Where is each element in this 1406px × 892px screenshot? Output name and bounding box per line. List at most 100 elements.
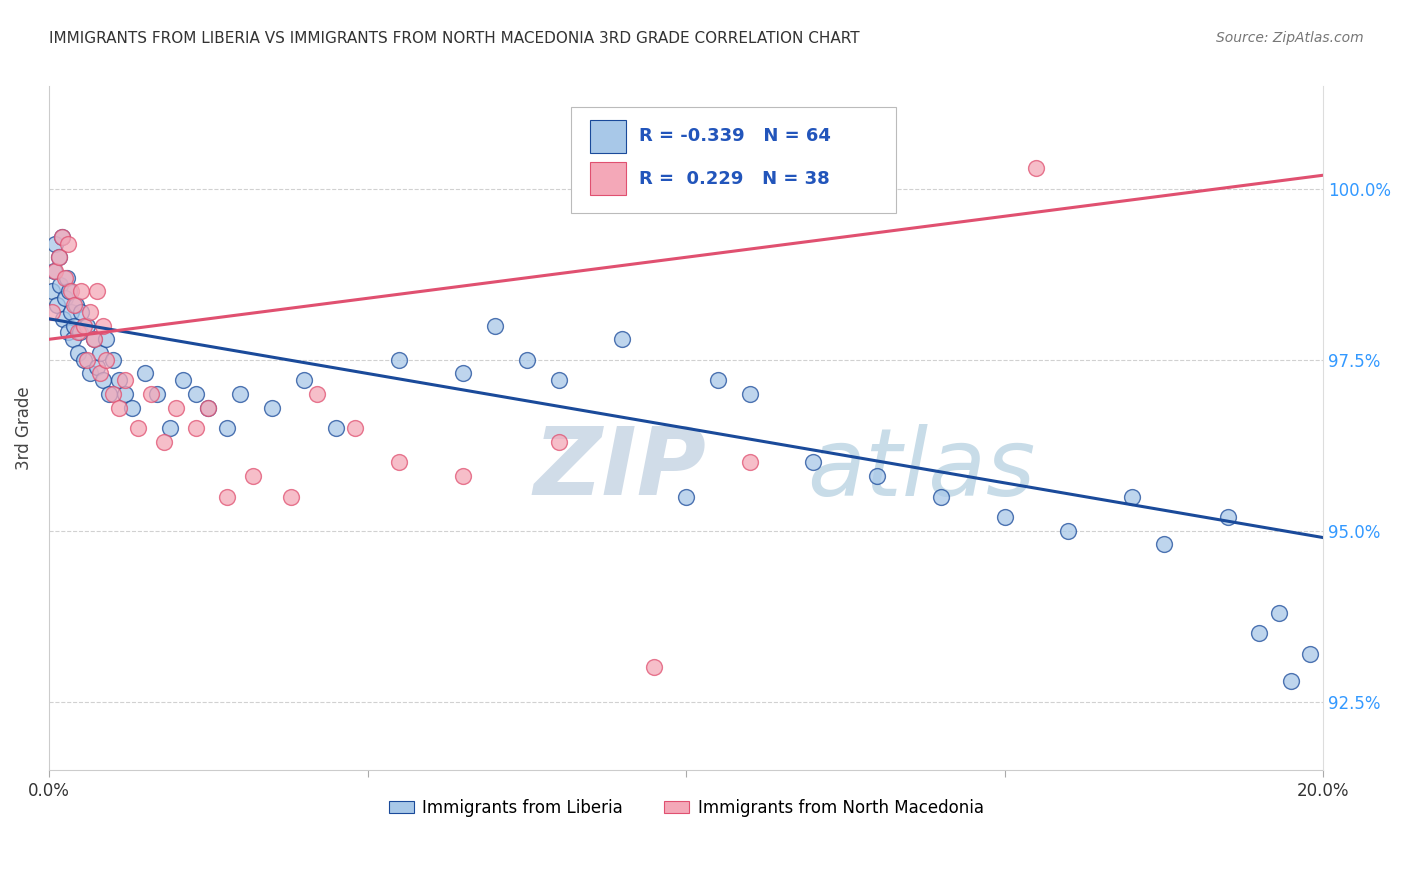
Point <box>451 469 474 483</box>
Text: R = -0.339   N = 64: R = -0.339 N = 64 <box>638 128 831 145</box>
Point <box>63 318 86 333</box>
Point <box>325 421 347 435</box>
Point <box>152 434 174 449</box>
Point <box>184 387 207 401</box>
Point <box>675 490 697 504</box>
Point <box>1299 647 1322 661</box>
Point <box>58 285 80 299</box>
Point <box>1153 537 1175 551</box>
Point <box>643 660 665 674</box>
Point <box>1057 524 1080 538</box>
Point <box>292 373 315 387</box>
Point <box>738 387 761 401</box>
Point <box>139 387 162 401</box>
Point <box>547 434 569 449</box>
Point <box>44 236 66 251</box>
Point <box>612 332 634 346</box>
Point <box>127 421 149 435</box>
Point <box>73 318 96 333</box>
Bar <box>591 120 626 153</box>
Point <box>76 352 98 367</box>
Point <box>48 250 70 264</box>
Point <box>101 352 124 367</box>
Point <box>53 291 76 305</box>
Point <box>738 455 761 469</box>
Point <box>484 318 506 333</box>
Point <box>866 469 889 483</box>
Point <box>76 318 98 333</box>
Point <box>51 229 73 244</box>
Point <box>707 373 730 387</box>
Point <box>52 311 75 326</box>
Text: IMMIGRANTS FROM LIBERIA VS IMMIGRANTS FROM NORTH MACEDONIA 3RD GRADE CORRELATION: IMMIGRANTS FROM LIBERIA VS IMMIGRANTS FR… <box>49 31 860 46</box>
Point <box>1216 510 1239 524</box>
Point <box>217 421 239 435</box>
Point <box>79 367 101 381</box>
Point <box>1025 161 1047 176</box>
Point <box>1267 606 1289 620</box>
Point <box>42 264 65 278</box>
Point <box>69 285 91 299</box>
Point <box>114 387 136 401</box>
Text: R =  0.229   N = 38: R = 0.229 N = 38 <box>638 169 830 187</box>
Point <box>69 326 91 340</box>
Point <box>60 285 83 299</box>
Point <box>41 305 63 319</box>
Point <box>51 229 73 244</box>
Text: Source: ZipAtlas.com: Source: ZipAtlas.com <box>1216 31 1364 45</box>
Point <box>172 373 194 387</box>
Point <box>197 401 219 415</box>
Point <box>66 326 89 340</box>
Point <box>305 387 328 401</box>
Point <box>114 373 136 387</box>
Point <box>89 367 111 381</box>
Point <box>44 264 66 278</box>
Point <box>184 421 207 435</box>
Point <box>165 401 187 415</box>
Point <box>388 352 411 367</box>
FancyBboxPatch shape <box>571 107 896 213</box>
Point <box>280 490 302 504</box>
Point <box>66 346 89 360</box>
Point <box>388 455 411 469</box>
Point <box>91 373 114 387</box>
Point <box>48 250 70 264</box>
Point <box>101 387 124 401</box>
Point <box>1249 626 1271 640</box>
Point <box>69 305 91 319</box>
Point <box>451 367 474 381</box>
Point <box>45 298 67 312</box>
Point <box>63 298 86 312</box>
Point <box>60 305 83 319</box>
Point <box>83 332 105 346</box>
Point <box>53 270 76 285</box>
Point <box>159 421 181 435</box>
Point <box>516 352 538 367</box>
Legend: Immigrants from Liberia, Immigrants from North Macedonia: Immigrants from Liberia, Immigrants from… <box>382 792 990 823</box>
Point <box>108 373 131 387</box>
Point <box>343 421 366 435</box>
Point <box>1121 490 1143 504</box>
Point <box>86 359 108 374</box>
Point <box>1279 674 1302 689</box>
Point <box>96 352 118 367</box>
Point <box>65 298 87 312</box>
Point <box>56 326 79 340</box>
Point <box>197 401 219 415</box>
Point <box>89 346 111 360</box>
Point <box>56 236 79 251</box>
Point <box>49 277 72 292</box>
Point <box>56 270 79 285</box>
Point <box>121 401 143 415</box>
Point <box>79 305 101 319</box>
Point <box>547 373 569 387</box>
Point <box>96 332 118 346</box>
Point <box>929 490 952 504</box>
Point <box>108 401 131 415</box>
Text: ZIP: ZIP <box>533 423 706 516</box>
Point <box>260 401 283 415</box>
Point <box>146 387 169 401</box>
Point <box>41 285 63 299</box>
Bar <box>591 162 626 195</box>
Point <box>217 490 239 504</box>
